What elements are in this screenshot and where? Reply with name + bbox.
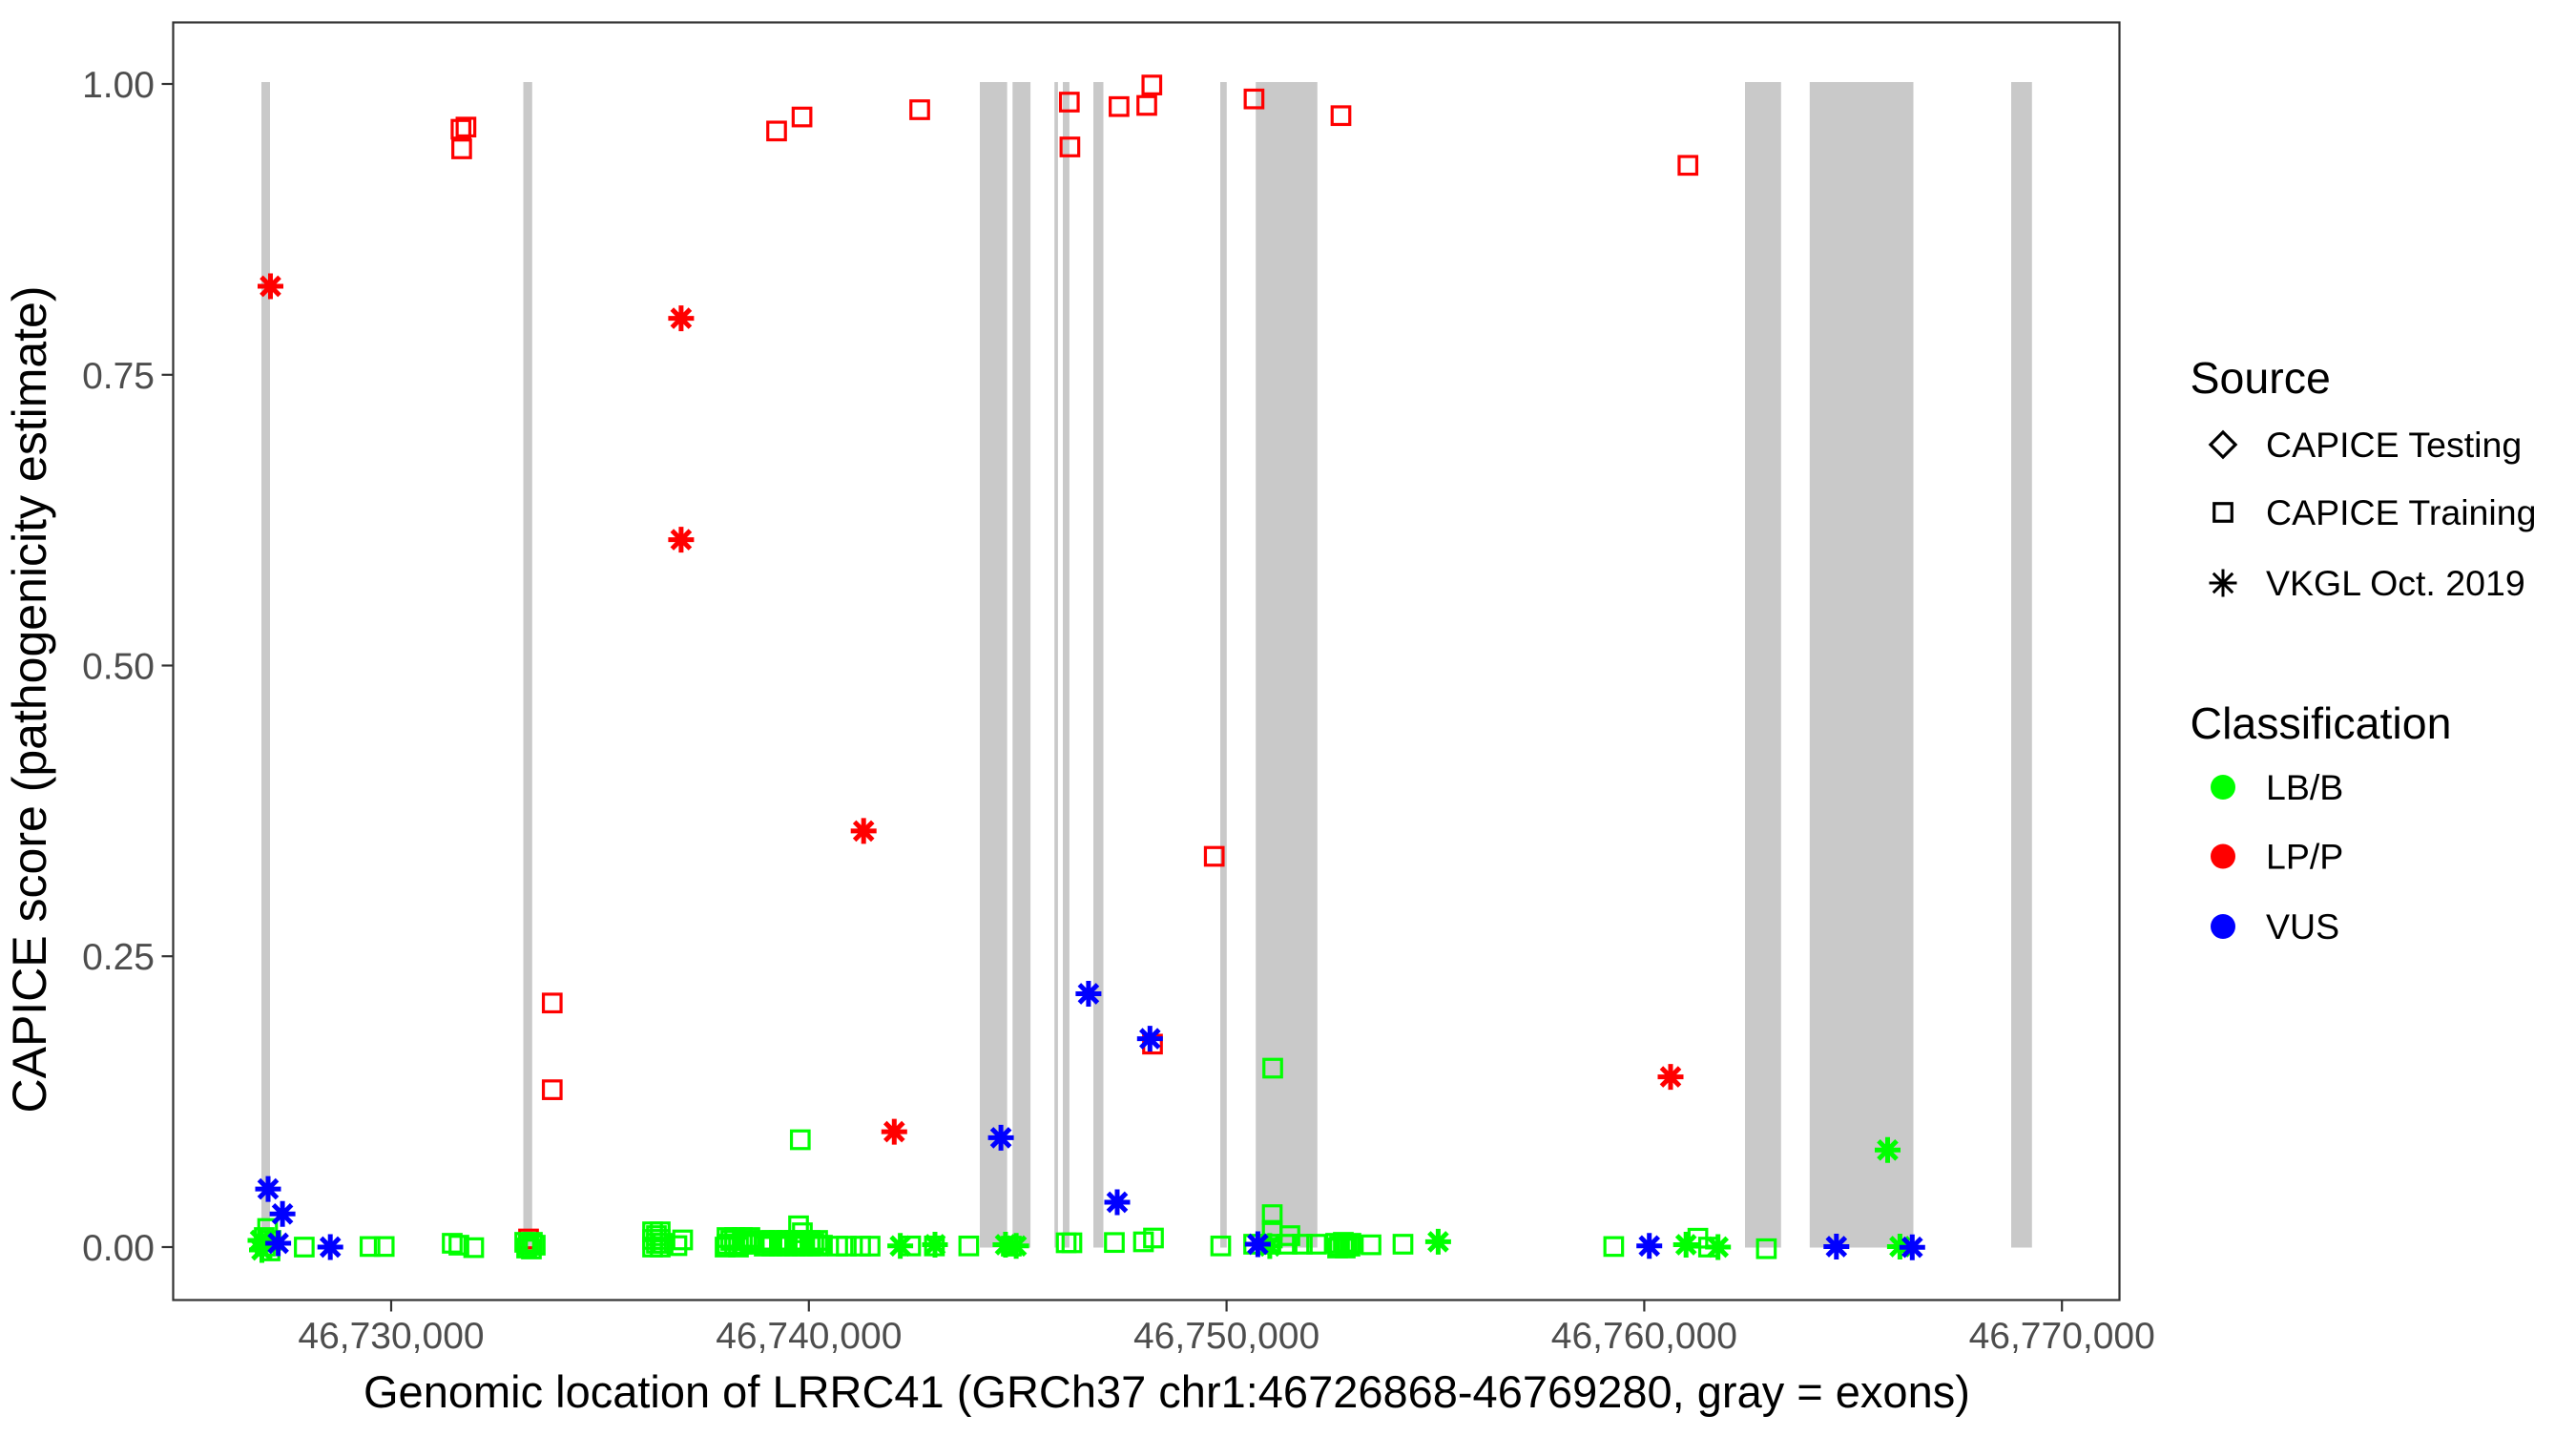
svg-text:VKGL Oct. 2019: VKGL Oct. 2019 xyxy=(2266,563,2525,603)
svg-text:VUS: VUS xyxy=(2266,906,2339,947)
svg-text:CAPICE Training: CAPICE Training xyxy=(2266,492,2536,532)
svg-text:1.00: 1.00 xyxy=(82,65,155,106)
svg-text:CAPICE score (pathogenicity es: CAPICE score (pathogenicity estimate) xyxy=(3,285,56,1113)
svg-text:LB/B: LB/B xyxy=(2266,767,2343,807)
svg-text:Source: Source xyxy=(2191,353,2331,403)
svg-text:CAPICE Testing: CAPICE Testing xyxy=(2266,425,2522,465)
svg-text:0.00: 0.00 xyxy=(82,1228,155,1269)
svg-text:46,760,000: 46,760,000 xyxy=(1551,1316,1737,1357)
svg-text:LP/P: LP/P xyxy=(2266,837,2343,877)
svg-text:0.25: 0.25 xyxy=(82,937,155,978)
svg-text:46,750,000: 46,750,000 xyxy=(1133,1316,1319,1357)
svg-text:0.75: 0.75 xyxy=(82,356,155,397)
svg-text:Genomic location of LRRC41 (GR: Genomic location of LRRC41 (GRCh37 chr1:… xyxy=(364,1366,1970,1417)
svg-text:0.50: 0.50 xyxy=(82,647,155,688)
svg-text:46,730,000: 46,730,000 xyxy=(298,1316,484,1357)
svg-text:46,740,000: 46,740,000 xyxy=(716,1316,902,1357)
svg-text:Classification: Classification xyxy=(2191,698,2452,748)
svg-text:46,770,000: 46,770,000 xyxy=(1969,1316,2155,1357)
